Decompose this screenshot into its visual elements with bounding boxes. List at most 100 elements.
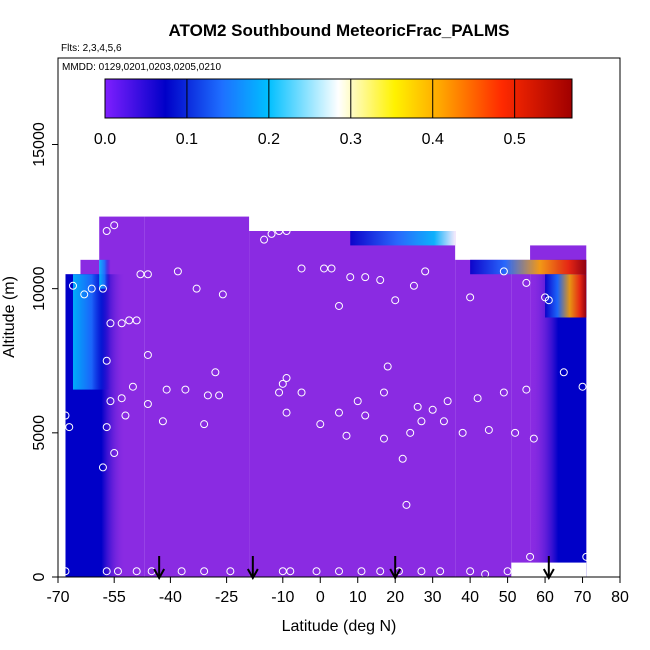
sample-point (402, 500, 411, 509)
sample-point (529, 434, 538, 443)
sample-point (218, 290, 227, 299)
sample-point (117, 319, 126, 328)
colorbar-tick-label: 0.1 (176, 131, 198, 148)
sample-point (106, 397, 115, 406)
sample-point (503, 567, 512, 576)
sample-point (466, 567, 475, 576)
x-tick-label: 50 (499, 589, 517, 606)
plot-area: MMDD: 0129,0201,0203,0205,0210 0.0 0.1 0.2… (57, 57, 621, 581)
sample-point (466, 293, 475, 302)
colorbar-tick-label: 0.0 (94, 131, 116, 148)
x-tick-label: -40 (159, 589, 182, 606)
sample-point (143, 400, 152, 408)
sample-point (132, 316, 141, 325)
sample-point (428, 405, 437, 414)
colorbar: 0.0 0.1 0.2 0.3 0.4 0.5 (94, 78, 573, 148)
sample-point (417, 567, 426, 576)
sample-point (526, 552, 535, 561)
sample-point (110, 449, 119, 458)
sample-point (110, 221, 119, 230)
x-tick-label: 20 (386, 589, 404, 606)
x-tick-label: 40 (461, 589, 479, 606)
sample-point (121, 411, 130, 420)
sample-point (353, 397, 362, 406)
sample-point (391, 296, 400, 305)
flight-arrows (153, 556, 555, 581)
sample-point (128, 382, 137, 391)
x-tick-label: -55 (103, 589, 126, 606)
colorbar-tick-label: 0.5 (504, 131, 526, 148)
sample-point (275, 388, 284, 397)
x-axis-label: Latitude (deg N) (282, 618, 397, 635)
sample-point (192, 284, 201, 293)
y-axis: 0 5000 10000 15000 (31, 122, 58, 581)
sample-point (436, 567, 445, 576)
high-value-region (350, 231, 456, 246)
sample-point (203, 391, 212, 400)
sample-point (117, 394, 126, 403)
high-value-region (470, 259, 587, 275)
sample-point (297, 388, 306, 397)
flight-arrow (153, 556, 166, 581)
sample-point (267, 229, 276, 238)
y-axis-label: Altitude (m) (1, 276, 18, 358)
dates-label: MMDD: 0129,0201,0203,0205,0210 (62, 62, 221, 73)
sample-point (383, 362, 392, 371)
sample-point (132, 567, 141, 576)
flight-arrow (246, 556, 259, 581)
colorbar-ticks: 0.0 0.1 0.2 0.3 0.4 0.5 (94, 79, 526, 148)
x-tick-label: -25 (215, 589, 238, 606)
sample-point (421, 267, 430, 276)
colorbar-tick-label: 0.4 (422, 131, 444, 148)
sample-point (511, 428, 520, 437)
high-value-region (99, 259, 111, 289)
sample-point (162, 385, 171, 394)
sample-point (282, 227, 291, 235)
sample-point (361, 273, 370, 282)
sample-point (177, 567, 186, 576)
chart-title: ATOM2 Southbound MeteoricFrac_PALMS (169, 21, 510, 40)
sample-point (211, 368, 220, 377)
sample-point (357, 567, 366, 576)
sample-point (544, 296, 553, 305)
sample-point (278, 379, 287, 388)
sample-point (335, 567, 343, 576)
sample-point (406, 428, 415, 437)
field-column (249, 231, 456, 577)
sample-point (102, 423, 111, 432)
sample-point (260, 235, 269, 244)
sample-point (559, 368, 568, 377)
colorbar-gradient (104, 78, 573, 119)
sample-point (113, 567, 122, 576)
sample-point (87, 284, 96, 293)
sample-point (61, 411, 70, 420)
sample-point (582, 552, 591, 561)
sample-point (379, 434, 388, 443)
sample-point (335, 408, 343, 417)
sample-point (181, 385, 190, 394)
sample-point (98, 284, 107, 293)
sample-point (578, 382, 587, 391)
sample-point (342, 431, 351, 440)
high-value-region (72, 274, 111, 390)
sample-point (439, 417, 448, 426)
y-tick-label: 5000 (31, 415, 48, 451)
sample-point (65, 423, 74, 432)
sample-point (102, 356, 111, 365)
colorbar-tick-label: 0.3 (340, 131, 362, 148)
flight-arrow-head (246, 568, 259, 581)
sample-point (286, 567, 295, 576)
sample-point (458, 428, 467, 437)
sample-point (361, 411, 370, 420)
sample-point (158, 417, 167, 426)
sample-point (484, 425, 493, 434)
sample-point (481, 570, 490, 579)
sample-point (522, 278, 531, 287)
sample-point (473, 394, 482, 403)
sample-point (312, 567, 321, 576)
sample-point (316, 420, 325, 429)
sample-point (102, 567, 111, 576)
x-tick-label: 70 (574, 589, 592, 606)
flight-arrow-head (542, 568, 555, 581)
